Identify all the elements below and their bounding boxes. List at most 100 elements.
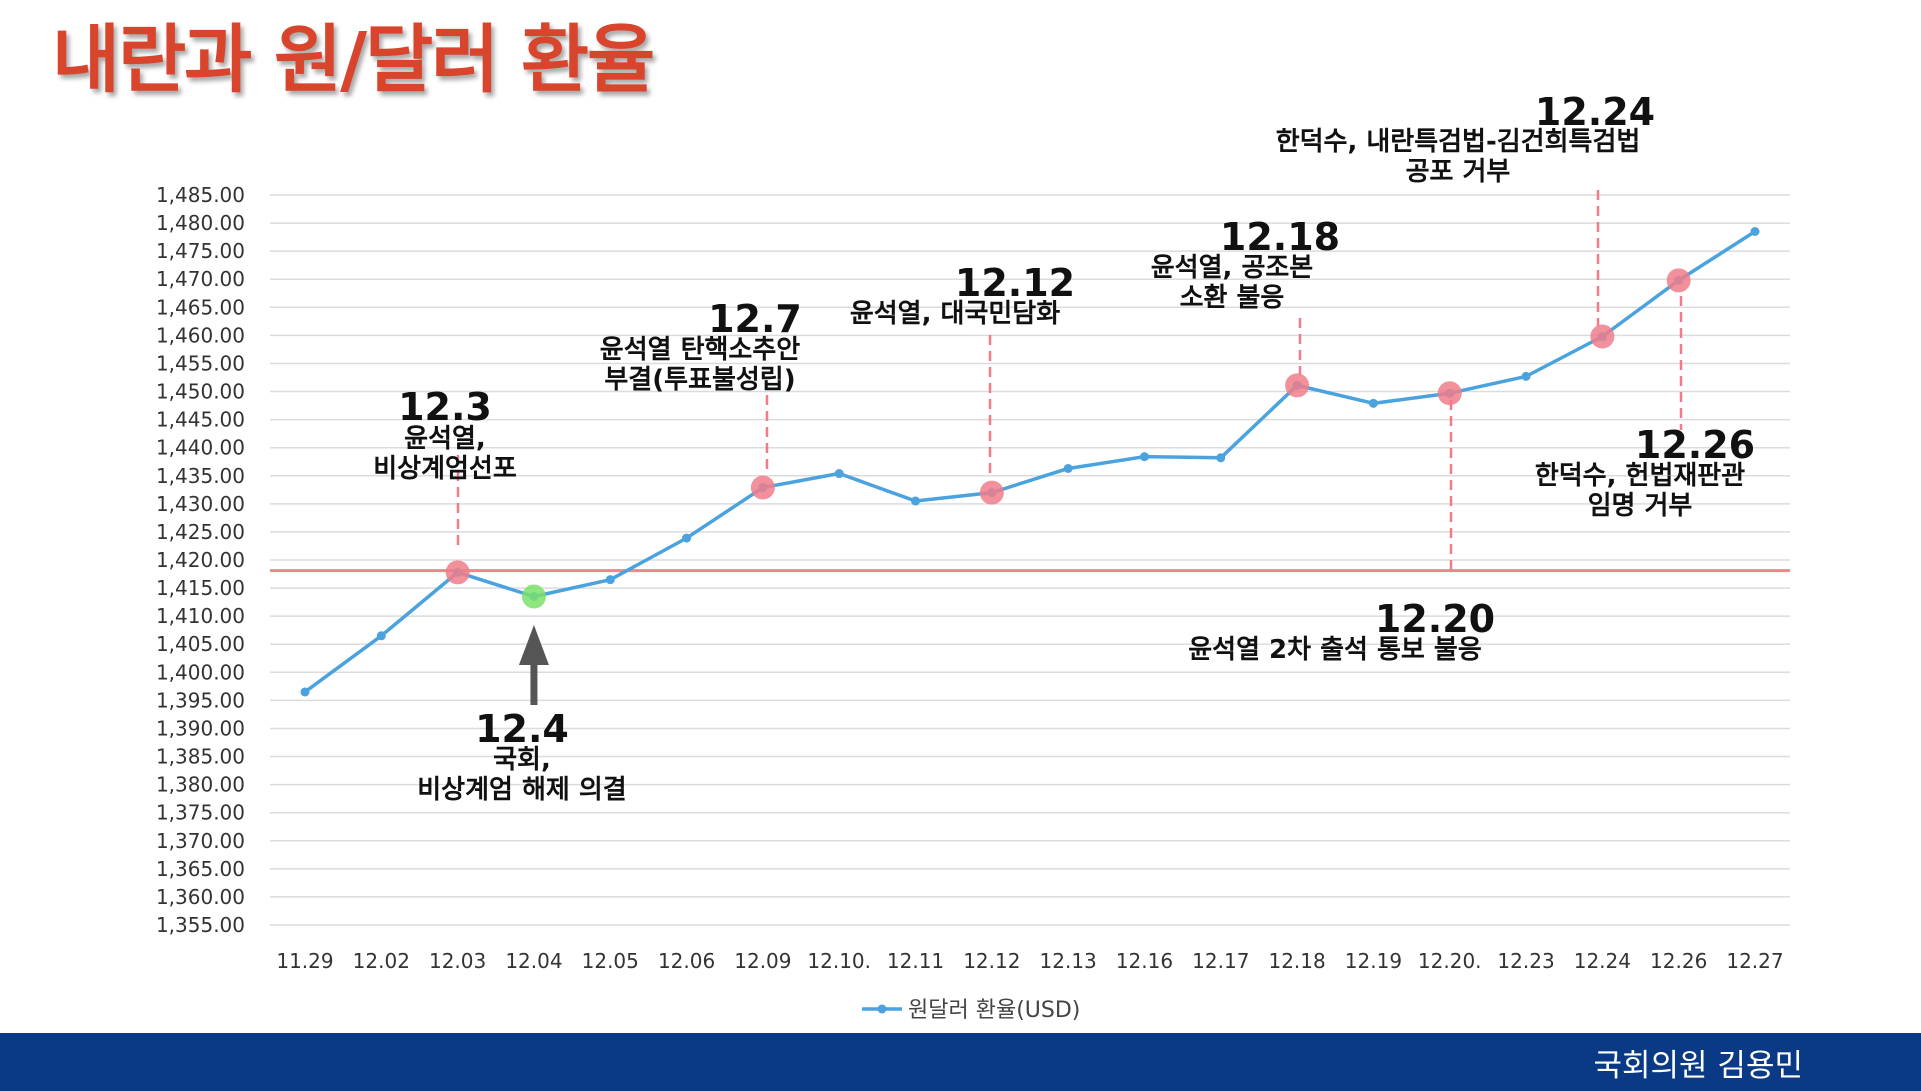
y-tick-label: 1,375.00 xyxy=(156,801,245,825)
annotation-text: 윤석열, xyxy=(404,424,486,454)
annotation-text: 윤석열, 대국민담화 xyxy=(850,299,1060,329)
annotation-text: 한덕수, 내란특검법-김건희특검법 xyxy=(1276,127,1641,157)
y-tick-label: 1,445.00 xyxy=(156,408,245,432)
legend-label: 원달러 환율(USD) xyxy=(908,998,1080,1023)
highlight-marker xyxy=(521,584,546,609)
highlight-marker xyxy=(979,480,1004,505)
y-tick-label: 1,370.00 xyxy=(156,829,245,853)
y-tick-label: 1,360.00 xyxy=(156,885,245,909)
x-tick-label: 12.19 xyxy=(1345,949,1402,973)
x-axis-ticks: 11.29 12.02 12.03 12.04 12.05 12.06 12.09 12.10… xyxy=(276,949,1783,973)
annotation-text: 윤석열 2차 출석 통보 불응 xyxy=(1188,635,1482,665)
x-tick-label: 12.24 xyxy=(1574,949,1631,973)
annotation-date: 12.20 xyxy=(1375,597,1495,641)
y-tick-label: 1,380.00 xyxy=(156,773,245,797)
data-point xyxy=(1139,452,1149,462)
x-tick-label: 12.05 xyxy=(582,949,639,973)
arrow-head-icon xyxy=(518,625,549,665)
x-tick-label: 12.02 xyxy=(353,949,410,973)
highlight-marker xyxy=(1666,268,1691,293)
annotation-text: 한덕수, 헌법재판관 xyxy=(1535,461,1745,491)
y-tick-label: 1,355.00 xyxy=(156,913,245,937)
annotation-arrow xyxy=(518,625,549,705)
exchange-rate-chart: 1,485.00 1,480.00 1,475.00 1,470.00 1,465.00… xyxy=(156,90,1790,1023)
highlight-marker xyxy=(1285,373,1310,398)
data-point xyxy=(911,496,921,506)
x-tick-label: 12.04 xyxy=(505,949,562,973)
x-tick-label: 12.12 xyxy=(963,949,1020,973)
data-point xyxy=(1368,398,1378,408)
y-tick-label: 1,430.00 xyxy=(156,492,245,516)
x-tick-label: 12.16 xyxy=(1116,949,1173,973)
y-tick-label: 1,465.00 xyxy=(156,295,245,319)
highlight-marker xyxy=(1590,324,1615,349)
x-tick-label: 12.10. xyxy=(807,949,871,973)
data-point xyxy=(682,533,692,543)
y-tick-label: 1,480.00 xyxy=(156,211,245,235)
y-tick-label: 1,485.00 xyxy=(156,183,245,207)
y-tick-label: 1,450.00 xyxy=(156,380,245,404)
y-tick-label: 1,410.00 xyxy=(156,604,245,628)
y-axis-ticks: 1,485.00 1,480.00 1,475.00 1,470.00 1,465.00… xyxy=(156,183,245,937)
series-line-path xyxy=(303,230,1756,694)
page-title: 내란과 원/달러 환율 xyxy=(52,17,655,103)
highlight-marker xyxy=(1437,381,1462,406)
y-tick-label: 1,405.00 xyxy=(156,632,245,656)
grid-lines xyxy=(270,194,1790,926)
x-tick-label: 12.20. xyxy=(1418,949,1482,973)
data-point xyxy=(1216,453,1226,463)
data-point xyxy=(1521,371,1531,381)
legend: 원달러 환율(USD) xyxy=(862,998,1080,1023)
x-tick-label: 11.29 xyxy=(276,949,333,973)
x-tick-label: 12.13 xyxy=(1040,949,1097,973)
data-point xyxy=(376,631,386,641)
data-point xyxy=(1750,227,1760,236)
y-tick-label: 1,395.00 xyxy=(156,688,245,712)
x-tick-label: 12.06 xyxy=(658,949,715,973)
x-tick-label: 12.23 xyxy=(1497,949,1554,973)
data-point xyxy=(300,687,310,697)
annotation-text: 비상계엄 해제 의결 xyxy=(417,775,626,805)
y-tick-label: 1,415.00 xyxy=(156,576,245,600)
highlight-marker xyxy=(445,560,470,585)
series-line xyxy=(303,230,1756,694)
y-tick-label: 1,435.00 xyxy=(156,464,245,488)
legend-marker-icon xyxy=(877,1004,887,1014)
footer-credit: 국회의원 김용민 xyxy=(1593,1048,1804,1084)
y-tick-label: 1,425.00 xyxy=(156,520,245,544)
annotation-date: 12.4 xyxy=(475,707,569,751)
annotation-12-4: 12.4국회,비상계엄 해제 의결 xyxy=(417,707,626,805)
highlight-marker xyxy=(750,475,775,500)
annotation-text: 소환 불응 xyxy=(1180,283,1285,313)
footer-bar: 국회의원 김용민 xyxy=(0,1033,1921,1091)
x-tick-label: 12.26 xyxy=(1650,949,1707,973)
y-tick-label: 1,440.00 xyxy=(156,436,245,460)
x-tick-label: 12.18 xyxy=(1268,949,1325,973)
y-tick-label: 1,390.00 xyxy=(156,716,245,740)
annotation-date: 12.12 xyxy=(955,261,1075,305)
y-tick-label: 1,455.00 xyxy=(156,351,245,375)
y-tick-label: 1,475.00 xyxy=(156,239,245,263)
data-point xyxy=(1063,463,1073,473)
annotation-date: 12.3 xyxy=(398,385,492,429)
annotation-text: 윤석열 탄핵소추안 xyxy=(600,335,800,365)
y-tick-label: 1,420.00 xyxy=(156,548,245,572)
annotation-text: 비상계엄선포 xyxy=(373,454,517,484)
annotation-text: 공포 거부 xyxy=(1406,157,1511,187)
data-point xyxy=(834,469,844,479)
x-tick-label: 12.11 xyxy=(887,949,944,973)
x-tick-label: 12.09 xyxy=(734,949,791,973)
y-tick-label: 1,385.00 xyxy=(156,745,245,769)
highlight-markers xyxy=(445,268,1691,609)
data-point xyxy=(605,575,615,585)
y-tick-label: 1,470.00 xyxy=(156,267,245,291)
annotation-text: 국회, xyxy=(493,745,551,775)
